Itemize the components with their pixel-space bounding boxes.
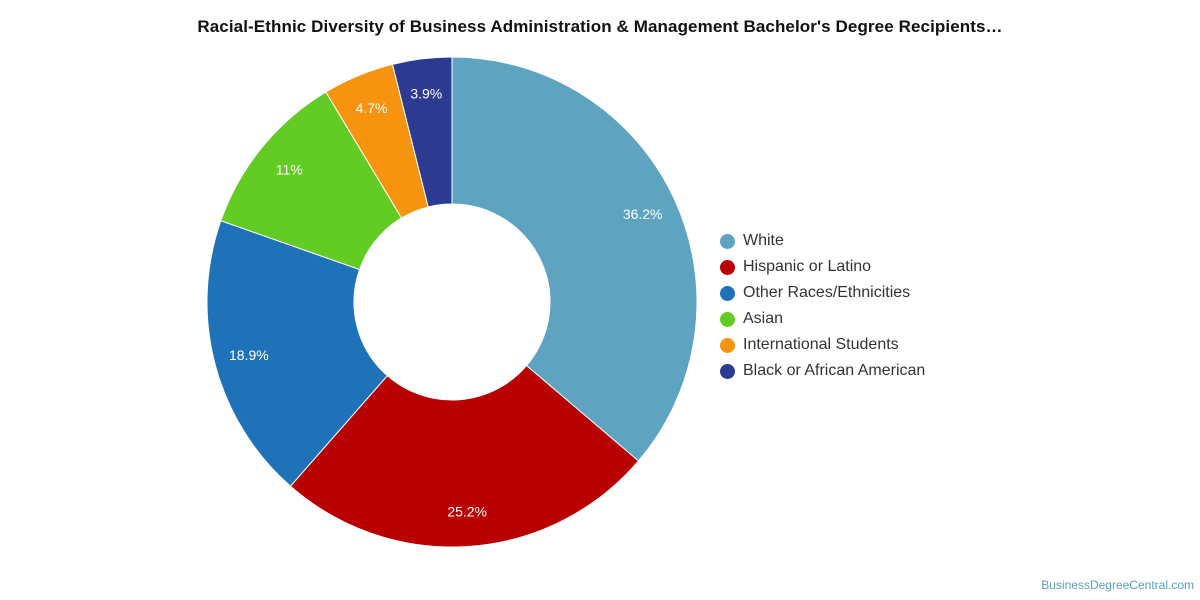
legend-item-hispanic-or-latino[interactable]: Hispanic or Latino xyxy=(720,254,925,280)
slice-label-international-students: 4.7% xyxy=(356,100,388,116)
legend-label: Black or African American xyxy=(743,362,926,379)
slices-group xyxy=(206,56,698,548)
legend-swatch-icon xyxy=(720,285,735,301)
legend-swatch-icon xyxy=(720,311,735,327)
legend-swatch-icon xyxy=(720,259,735,275)
legend-swatch-icon xyxy=(720,363,735,379)
slice-other-races-ethnicities[interactable] xyxy=(206,220,389,487)
slice-label-other-races-ethnicities: 18.9% xyxy=(229,347,269,363)
legend-item-white[interactable]: White xyxy=(720,228,925,254)
slice-label-white: 36.2% xyxy=(623,206,663,222)
slice-hispanic-or-latino[interactable] xyxy=(289,364,640,548)
source-credit[interactable]: BusinessDegreeCentral.com xyxy=(1041,578,1194,592)
slice-labels-group: 36.2% 25.2% 18.9% 11% 4.7% 3.9% xyxy=(229,86,663,520)
legend: White Hispanic or Latino Other Races/Ethni… xyxy=(720,228,925,384)
legend-label: Other Races/Ethnicities xyxy=(743,284,911,301)
legend-label: Asian xyxy=(743,310,784,327)
legend-item-black-or-african-american[interactable]: Black or African American xyxy=(720,358,925,384)
legend-item-international-students[interactable]: International Students xyxy=(720,332,925,358)
legend-item-asian[interactable]: Asian xyxy=(720,306,925,332)
legend-swatch-icon xyxy=(720,233,735,249)
legend-swatch-icon xyxy=(720,337,735,353)
slice-label-hispanic-or-latino: 25.2% xyxy=(447,503,487,519)
legend-item-other-races-ethnicities[interactable]: Other Races/Ethnicities xyxy=(720,280,925,306)
chart-title: Racial-Ethnic Diversity of Business Admi… xyxy=(197,17,1003,36)
legend-label: White xyxy=(743,232,784,249)
slice-white[interactable] xyxy=(451,56,698,462)
slice-label-black-or-african-american: 3.9% xyxy=(410,86,442,102)
legend-label: International Students xyxy=(743,336,899,353)
slice-black-or-african-american[interactable] xyxy=(391,56,453,208)
slice-label-asian: 11% xyxy=(276,161,303,177)
legend-label: Hispanic or Latino xyxy=(743,258,872,275)
